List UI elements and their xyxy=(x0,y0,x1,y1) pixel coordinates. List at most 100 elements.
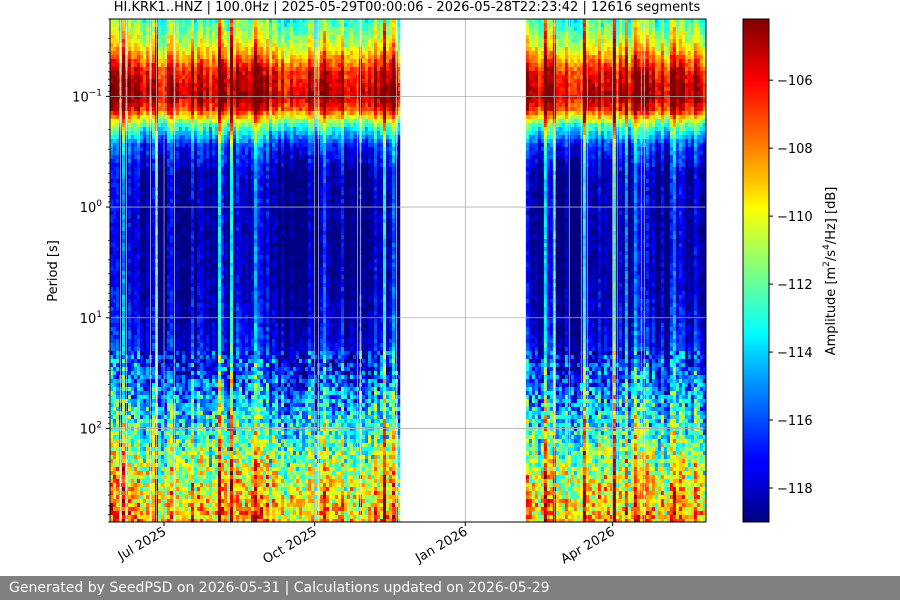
heatmap-cell xyxy=(206,151,209,155)
heatmap-cell xyxy=(200,335,203,339)
heatmap-cell xyxy=(206,259,209,263)
heatmap-cell xyxy=(176,299,179,303)
heatmap-cell xyxy=(191,411,194,415)
heatmap-cell xyxy=(185,51,188,55)
heatmap-cell xyxy=(209,503,212,507)
heatmap-cell xyxy=(221,195,224,199)
heatmap-cell xyxy=(134,411,137,415)
heatmap-cell xyxy=(152,183,155,187)
heatmap-cell xyxy=(191,239,194,243)
heatmap-cell xyxy=(113,311,116,315)
heatmap-cell xyxy=(215,519,218,523)
heatmap-cell xyxy=(203,99,206,103)
heatmap-cell xyxy=(170,319,173,323)
heatmap-cell xyxy=(134,87,137,91)
heatmap-cell xyxy=(152,19,155,23)
heatmap-cell xyxy=(167,339,170,343)
heatmap-cell xyxy=(152,383,155,387)
heatmap-cell xyxy=(200,291,203,295)
heatmap-cell xyxy=(224,455,227,459)
heatmap-cell xyxy=(176,359,179,363)
heatmap-cell xyxy=(143,259,146,263)
heatmap-cell xyxy=(170,423,173,427)
heatmap-cell xyxy=(191,251,194,255)
heatmap-cell xyxy=(152,159,155,163)
heatmap-cell xyxy=(212,275,215,279)
heatmap-cell xyxy=(152,195,155,199)
heatmap-cell xyxy=(128,199,131,203)
heatmap-cell xyxy=(209,187,212,191)
heatmap-cell xyxy=(122,227,125,231)
heatmap-cell xyxy=(113,135,116,139)
heatmap-cell xyxy=(179,383,182,387)
heatmap-cell xyxy=(215,155,218,159)
heatmap-cell xyxy=(146,27,149,31)
heatmap-cell xyxy=(164,507,167,511)
heatmap-cell xyxy=(170,199,173,203)
heatmap-cell xyxy=(215,427,218,431)
heatmap-cell xyxy=(194,263,197,267)
heatmap-cell xyxy=(164,407,167,411)
heatmap-cell xyxy=(137,51,140,55)
heatmap-cell xyxy=(206,267,209,271)
heatmap-cell xyxy=(197,291,200,295)
heatmap-cell xyxy=(182,227,185,231)
heatmap-cell xyxy=(227,283,230,287)
heatmap-cell xyxy=(188,95,191,99)
heatmap-cell xyxy=(203,63,206,67)
heatmap-cell xyxy=(128,335,131,339)
heatmap-cell xyxy=(191,163,194,167)
heatmap-cell xyxy=(116,339,119,343)
heatmap-cell xyxy=(185,171,188,175)
heatmap-cell xyxy=(146,95,149,99)
heatmap-cell xyxy=(152,291,155,295)
heatmap-cell xyxy=(122,471,125,475)
heatmap-cell xyxy=(185,31,188,35)
heatmap-cell xyxy=(197,447,200,451)
heatmap-cell xyxy=(209,407,212,411)
heatmap-cell xyxy=(182,359,185,363)
heatmap-cell xyxy=(164,503,167,507)
heatmap-cell xyxy=(179,391,182,395)
heatmap-cell xyxy=(122,143,125,147)
heatmap-cell xyxy=(209,155,212,159)
heatmap-cell xyxy=(179,55,182,59)
heatmap-cell xyxy=(152,327,155,331)
heatmap-cell xyxy=(137,187,140,191)
heatmap-cell xyxy=(128,47,131,51)
heatmap-cell xyxy=(185,419,188,423)
heatmap-cell xyxy=(164,371,167,375)
heatmap-cell xyxy=(179,219,182,223)
heatmap-cell xyxy=(182,207,185,211)
heatmap-cell xyxy=(137,519,140,523)
heatmap-cell xyxy=(212,459,215,463)
heatmap-cell xyxy=(221,379,224,383)
heatmap-cell xyxy=(116,363,119,367)
heatmap-cell xyxy=(191,255,194,259)
heatmap-cell xyxy=(158,507,161,511)
heatmap-cell xyxy=(227,315,230,319)
heatmap-cell xyxy=(209,323,212,327)
heatmap-cell xyxy=(179,151,182,155)
heatmap-cell xyxy=(170,63,173,67)
heatmap-cell xyxy=(188,467,191,471)
heatmap-cell xyxy=(140,255,143,259)
heatmap-cell xyxy=(152,91,155,95)
heatmap-cell xyxy=(122,43,125,47)
heatmap-cell xyxy=(158,463,161,467)
heatmap-cell xyxy=(200,219,203,223)
heatmap-cell xyxy=(110,415,113,419)
heatmap-cell xyxy=(140,111,143,115)
heatmap-cell xyxy=(185,459,188,463)
heatmap-cell xyxy=(203,123,206,127)
heatmap-cell xyxy=(143,99,146,103)
heatmap-cell xyxy=(128,171,131,175)
heatmap-cell xyxy=(158,195,161,199)
heatmap-cell xyxy=(170,175,173,179)
heatmap-cell xyxy=(113,35,116,39)
heatmap-cell xyxy=(122,443,125,447)
heatmap-cell xyxy=(176,31,179,35)
heatmap-cell xyxy=(191,51,194,55)
heatmap-cell xyxy=(200,191,203,195)
heatmap-cell xyxy=(146,51,149,55)
